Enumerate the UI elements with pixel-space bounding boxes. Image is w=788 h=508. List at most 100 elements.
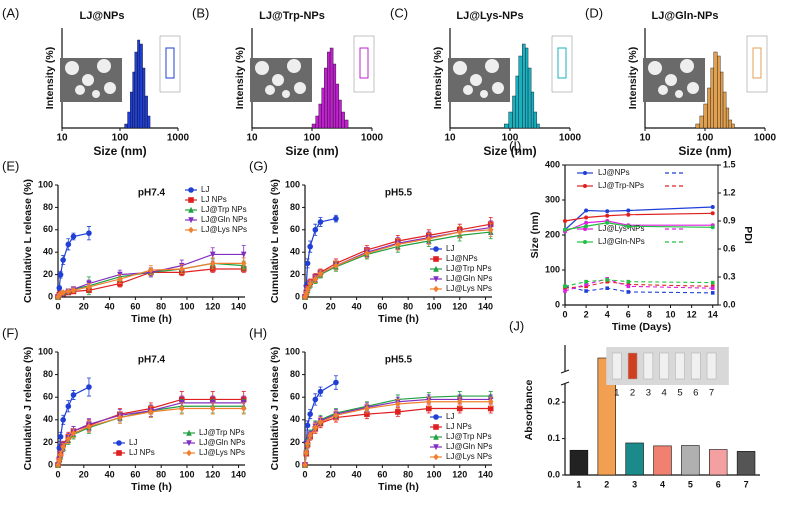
hist-bar bbox=[335, 83, 340, 129]
bar bbox=[708, 449, 728, 476]
legend-label: LJ@NPs bbox=[598, 168, 630, 177]
hist-bar bbox=[707, 87, 712, 129]
legend-label: LJ@Gln NPs bbox=[199, 438, 245, 447]
hist-bar bbox=[344, 119, 349, 129]
y-axis-label: Cumulative J release (%) bbox=[22, 347, 34, 471]
marker bbox=[55, 461, 61, 469]
hist-bar bbox=[124, 123, 128, 129]
chart-title: LJ@Trp-NPs bbox=[259, 10, 325, 22]
x-tick-label: 10 bbox=[246, 133, 258, 144]
y-axis-label: Intensity (%) bbox=[44, 47, 56, 109]
hist-bar bbox=[713, 51, 718, 129]
marker bbox=[312, 275, 319, 283]
hist-bar bbox=[530, 91, 535, 129]
legend-marker bbox=[433, 433, 439, 440]
x-tick-label: 3 bbox=[632, 479, 637, 489]
zeta-bar bbox=[165, 47, 175, 79]
x-tick-label: 120 bbox=[205, 301, 220, 311]
panel-label: (D) bbox=[585, 5, 603, 20]
x-tick-label: 8 bbox=[647, 309, 652, 319]
hist-bar bbox=[533, 111, 538, 129]
x-axis-label: Size (nm) bbox=[483, 144, 536, 158]
tem-particle bbox=[294, 82, 306, 94]
photo-label: 5 bbox=[677, 388, 682, 399]
hist-bar bbox=[710, 67, 714, 129]
marker bbox=[179, 265, 185, 273]
size-marker bbox=[584, 208, 589, 213]
legend-label: LJ NPs bbox=[129, 448, 155, 457]
marker bbox=[57, 433, 64, 440]
bar bbox=[653, 445, 672, 476]
legend-marker bbox=[186, 440, 192, 447]
x-tick-label: 140 bbox=[478, 469, 493, 479]
x-axis-label: Size (nm) bbox=[285, 144, 338, 158]
size-marker bbox=[563, 219, 567, 223]
tem-particle bbox=[75, 85, 85, 95]
marker bbox=[86, 283, 92, 291]
hist-bar bbox=[142, 67, 146, 129]
legend-label: LJ@Gln-NPs bbox=[598, 237, 645, 246]
pdi-marker bbox=[710, 291, 715, 295]
marker bbox=[179, 405, 185, 412]
x-tick-label: 0 bbox=[302, 301, 307, 311]
photo-label: 7 bbox=[709, 388, 714, 399]
size-marker bbox=[605, 220, 610, 225]
legend-label: LJ@Lys-NPs bbox=[598, 224, 645, 233]
y-tick-label: 200 bbox=[545, 229, 560, 239]
bar bbox=[625, 442, 644, 476]
marker bbox=[312, 227, 319, 233]
x-tick-label: 40 bbox=[352, 301, 362, 311]
pdi-marker bbox=[626, 279, 631, 284]
legend-label: LJ@NPs bbox=[446, 254, 478, 263]
x-tick-label: 40 bbox=[352, 469, 362, 479]
x-tick-label: 120 bbox=[452, 469, 467, 479]
panel-label: (B) bbox=[192, 5, 209, 20]
marker bbox=[65, 435, 72, 443]
zeta-inset bbox=[353, 35, 375, 93]
hist-bar bbox=[703, 103, 708, 129]
legend-marker bbox=[116, 450, 122, 456]
y-tick-label: 100 bbox=[38, 346, 53, 356]
marker bbox=[333, 379, 339, 386]
marker bbox=[57, 290, 64, 297]
y-tick-label: 0 bbox=[295, 291, 300, 301]
marker bbox=[240, 405, 247, 412]
y-tick-label: 60 bbox=[290, 392, 300, 402]
bar bbox=[736, 451, 756, 476]
panel-label: (F) bbox=[2, 325, 19, 340]
x-tick-label: 12 bbox=[687, 309, 697, 319]
zeta-inset bbox=[746, 35, 768, 93]
x-tick-label: 60 bbox=[130, 301, 140, 311]
hist-bar bbox=[720, 71, 724, 129]
marker bbox=[303, 290, 310, 297]
hist-bar bbox=[144, 95, 148, 129]
x-tick-label: 10 bbox=[444, 133, 456, 144]
vial bbox=[612, 352, 622, 380]
legend-marker bbox=[433, 276, 439, 283]
marker bbox=[56, 457, 63, 464]
marker bbox=[395, 400, 401, 408]
hist-bar bbox=[725, 107, 730, 129]
chart-title: LJ@NPs bbox=[80, 10, 125, 22]
bar bbox=[681, 445, 700, 476]
marker bbox=[60, 417, 66, 423]
hist-bar bbox=[527, 67, 532, 129]
photo-label: 1 bbox=[614, 388, 619, 399]
y2-axis-label: PDI bbox=[742, 226, 754, 244]
marker bbox=[307, 280, 313, 287]
y2-tick-label: 0.3 bbox=[723, 271, 736, 281]
marker bbox=[117, 414, 123, 421]
marker bbox=[209, 251, 216, 258]
panel-label: (A) bbox=[2, 5, 19, 20]
x-tick-label: 40 bbox=[105, 469, 115, 479]
x-axis-label: Time (h) bbox=[131, 481, 172, 493]
chart-title: pH5.5 bbox=[385, 355, 413, 366]
hist-bar bbox=[518, 55, 523, 129]
y-tick-label: 0.0 bbox=[547, 469, 560, 479]
marker bbox=[304, 260, 311, 267]
legend-marker bbox=[433, 424, 439, 430]
marker bbox=[148, 266, 154, 274]
tem-particle bbox=[680, 59, 694, 73]
legend-label: LJ NPs bbox=[446, 422, 472, 431]
size-marker bbox=[710, 205, 715, 209]
